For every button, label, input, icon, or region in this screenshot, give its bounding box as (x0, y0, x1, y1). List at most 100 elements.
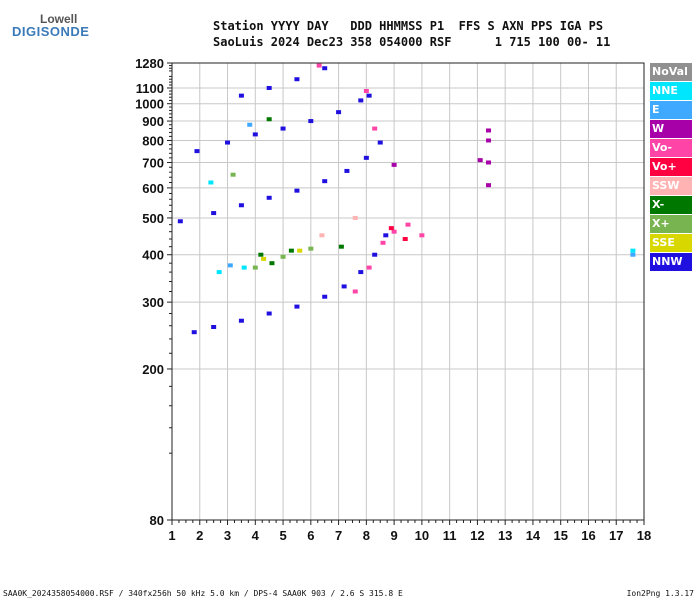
echo-point-nnw (266, 311, 272, 316)
echo-point-x- (230, 172, 236, 177)
x-tick-label: 16 (581, 528, 595, 543)
x-tick-label: 4 (252, 528, 260, 543)
echo-point-vo- (380, 240, 386, 245)
x-tick-label: 7 (335, 528, 342, 543)
legend-item-e: E (650, 101, 692, 119)
echo-point-sse (261, 256, 267, 261)
echo-point-e (247, 122, 253, 127)
echo-point-nnw (280, 126, 286, 131)
echo-point-e (630, 252, 636, 257)
echo-point-nnw (266, 195, 272, 200)
y-tick-label: 700 (142, 155, 164, 170)
y-tick-label: 200 (142, 362, 164, 377)
x-tick-label: 14 (526, 528, 541, 543)
y-tick-label: 300 (142, 295, 164, 310)
legend-item-vo-: Vo- (650, 139, 692, 157)
x-tick-label: 17 (609, 528, 623, 543)
echo-point-nnw (211, 211, 217, 216)
logo-line2: DIGISONDE (12, 24, 90, 39)
x-tick-label: 18 (637, 528, 651, 543)
echo-point-ssw (352, 215, 358, 220)
legend-item-w: W (650, 120, 692, 138)
y-tick-label: 1280 (135, 56, 164, 71)
x-tick-label: 10 (415, 528, 429, 543)
legend: NoVal NNE E W Vo- Vo+ SSW X- X+ SSE NNW (650, 63, 692, 272)
x-tick-label: 11 (443, 528, 457, 543)
echo-point-x- (252, 265, 258, 270)
header-line1: Station YYYY DAY DDD HHMMSS P1 FFS S AXN… (213, 19, 604, 33)
echo-point-x- (338, 244, 344, 249)
x-tick-label: 15 (553, 528, 567, 543)
echo-point-nnw (191, 330, 197, 335)
legend-item-x-: X- (650, 196, 692, 214)
echo-point-w (391, 162, 397, 167)
y-tick-label: 400 (142, 248, 164, 263)
echo-point-vo- (316, 63, 322, 68)
echo-point-nne (208, 180, 214, 185)
x-tick-label: 2 (196, 528, 203, 543)
echo-point-vo- (352, 289, 358, 294)
y-tick-label: 500 (142, 211, 164, 226)
y-tick-label: 600 (142, 181, 164, 196)
echo-point-nnw (294, 188, 300, 193)
echo-point-x- (258, 252, 264, 257)
echo-point-nnw (341, 284, 347, 289)
x-tick-label: 8 (363, 528, 370, 543)
echo-point-x- (288, 248, 294, 253)
x-tick-label: 1 (168, 528, 175, 543)
echo-point-vo- (388, 226, 394, 231)
echo-point-vo- (372, 126, 378, 131)
footer-file-info: SAA0K_2024358054000.RSF / 340fx256h 50 k… (3, 589, 403, 598)
echo-point-nnw (266, 85, 272, 90)
echo-point-nnw (194, 149, 200, 154)
echo-point-nnw (252, 132, 258, 137)
echo-point-nnw (363, 155, 369, 160)
echo-point-nnw (336, 110, 342, 115)
echo-point-nne (241, 265, 247, 270)
echo-point-w (486, 160, 492, 165)
legend-item-sse: SSE (650, 234, 692, 252)
echo-point-nnw (308, 119, 314, 124)
y-tick-label: 80 (150, 513, 164, 528)
echo-point-w (477, 158, 483, 163)
y-tick-label: 1000 (135, 97, 164, 112)
x-tick-label: 6 (307, 528, 314, 543)
echo-point-nnw (294, 304, 300, 309)
legend-item-ssw: SSW (650, 177, 692, 195)
echo-point-e (227, 263, 233, 268)
echo-point-nnw (211, 324, 217, 329)
echo-point-vo- (402, 237, 408, 242)
logo-line1: Lowell (40, 12, 78, 26)
y-tick-label: 1100 (136, 81, 164, 96)
echo-point-nnw (322, 179, 328, 184)
x-tick-label: 12 (470, 528, 484, 543)
echo-point-nnw (372, 252, 378, 257)
echo-point-nnw (344, 168, 350, 173)
echo-point-sse (297, 248, 303, 253)
header-line2: SaoLuis 2024 Dec23 358 054000 RSF 1 715 … (213, 35, 611, 49)
echo-point-w (486, 138, 492, 143)
x-tick-label: 13 (498, 528, 512, 543)
echo-point-vo- (366, 265, 372, 270)
y-tick-label: 800 (142, 133, 164, 148)
echo-point-nne (630, 248, 636, 253)
legend-item-vo-: Vo+ (650, 158, 692, 176)
echo-point-nnw (238, 318, 244, 323)
echo-point-w (486, 128, 492, 133)
echo-point-vo- (391, 229, 397, 234)
echo-point-x- (269, 261, 275, 266)
echo-point-vo- (419, 233, 425, 238)
echo-point-vo- (363, 89, 369, 94)
echo-point-nnw (225, 140, 231, 145)
echo-point-x- (308, 246, 314, 251)
x-tick-label: 3 (224, 528, 231, 543)
echo-point-w (486, 183, 492, 188)
echo-point-nnw (238, 93, 244, 98)
echo-point-nnw (377, 140, 383, 145)
y-tick-label: 900 (142, 114, 164, 129)
legend-item-nnw: NNW (650, 253, 692, 271)
echo-point-nnw (322, 294, 328, 299)
echo-point-nnw (177, 219, 183, 224)
footer-version: Ion2Png 1.3.17 (626, 589, 694, 598)
x-tick-label: 5 (279, 528, 286, 543)
